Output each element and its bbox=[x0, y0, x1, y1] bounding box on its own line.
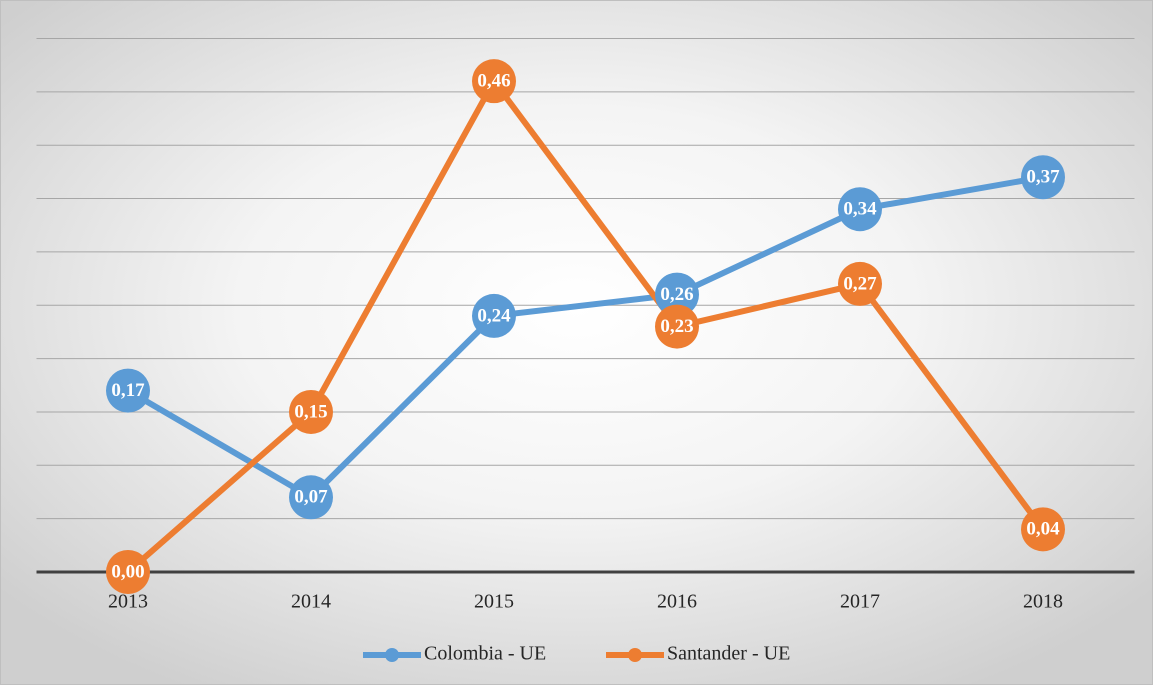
marker bbox=[1021, 507, 1065, 552]
marker bbox=[472, 293, 516, 338]
data-label: 0,46 bbox=[477, 71, 510, 92]
data-label: 0,26 bbox=[660, 284, 693, 305]
marker bbox=[106, 550, 150, 594]
data-label: 0,04 bbox=[1026, 519, 1060, 540]
legend: Colombia - UE Santander - UE bbox=[363, 643, 790, 665]
data-label: 0,27 bbox=[843, 273, 877, 294]
marker bbox=[655, 304, 699, 349]
marker bbox=[1021, 155, 1065, 200]
marker bbox=[289, 389, 333, 434]
marker bbox=[289, 475, 333, 520]
data-label: 0,34 bbox=[843, 199, 877, 220]
x-tick-label: 2016 bbox=[657, 591, 697, 613]
series-line bbox=[126, 174, 1044, 501]
marker bbox=[472, 59, 516, 104]
legend-label: Colombia - UE bbox=[424, 643, 546, 665]
marker bbox=[106, 368, 150, 413]
x-tick-label: 2014 bbox=[291, 591, 331, 613]
data-label: 0,00 bbox=[111, 561, 144, 582]
data-label: 0,23 bbox=[660, 316, 693, 337]
x-tick-label: 2017 bbox=[840, 591, 880, 613]
data-label: 0,07 bbox=[294, 487, 328, 508]
legend-marker bbox=[385, 648, 399, 662]
legend-marker bbox=[628, 648, 642, 662]
data-label: 0,15 bbox=[294, 401, 327, 422]
x-tick-label: 2018 bbox=[1023, 591, 1063, 613]
x-tick-label: 2013 bbox=[108, 591, 148, 613]
plot: 0,17 0,07 0,24 0,26 0,34 0,37 0,00 0,15 0,46 0,23… bbox=[106, 59, 1065, 594]
legend-label: Santander - UE bbox=[667, 643, 790, 665]
data-label: 0,24 bbox=[477, 305, 511, 326]
marker bbox=[655, 272, 699, 317]
marker bbox=[838, 187, 882, 232]
x-tick-label: 2015 bbox=[474, 591, 514, 613]
data-label: 0,37 bbox=[1026, 167, 1060, 188]
data-label: 0,17 bbox=[111, 380, 145, 401]
marker bbox=[838, 261, 882, 306]
series-line bbox=[126, 78, 1046, 575]
